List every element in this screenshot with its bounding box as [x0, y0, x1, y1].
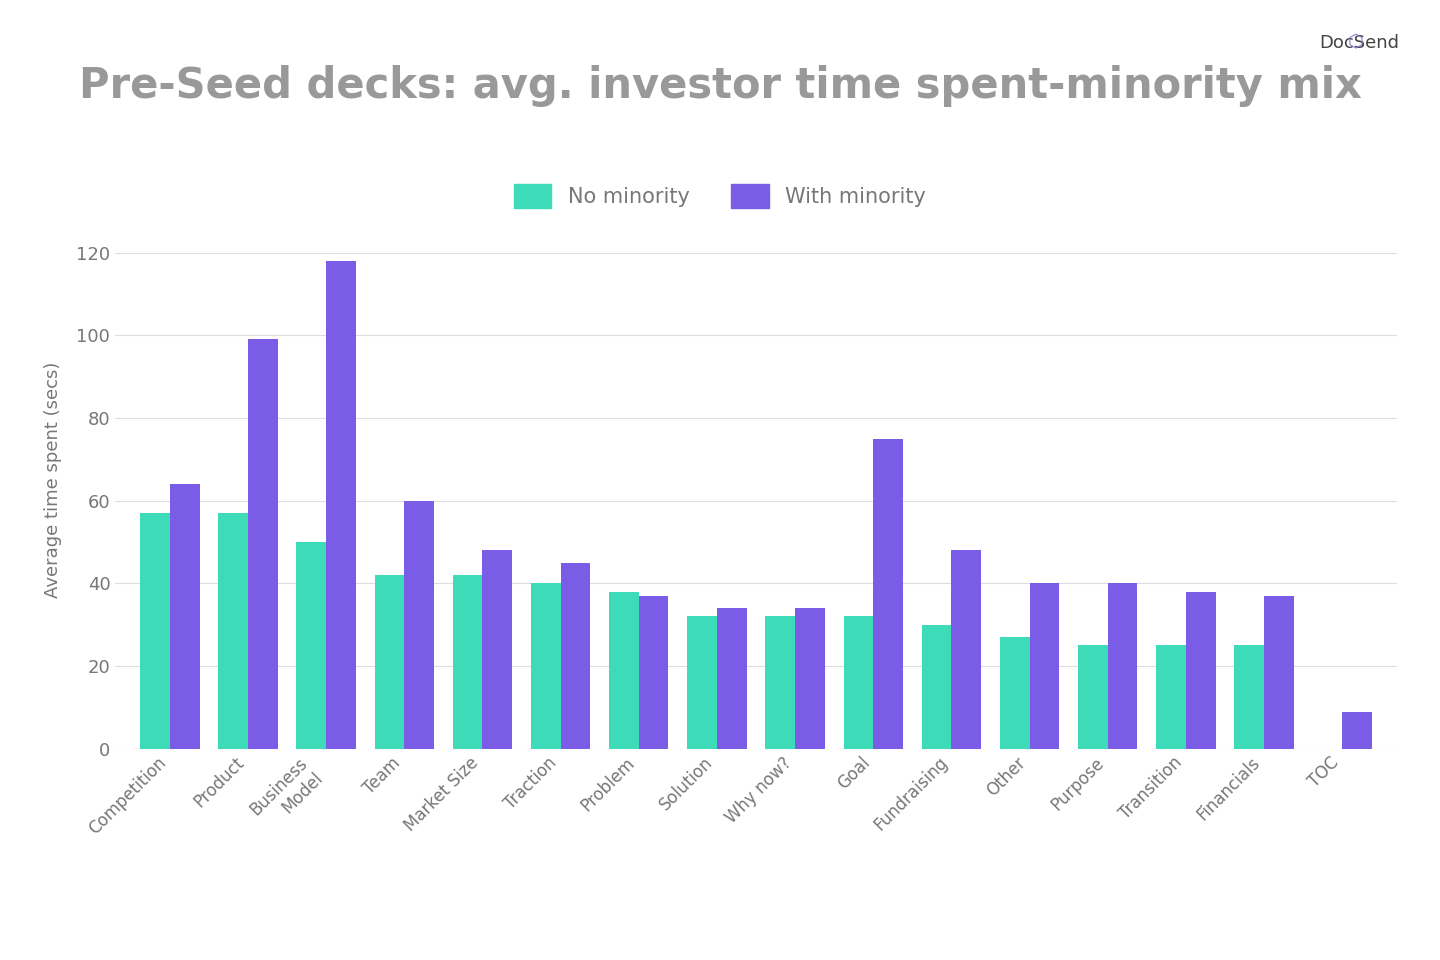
Bar: [687, 616, 717, 749]
Bar: [170, 484, 200, 749]
Bar: [717, 609, 746, 749]
Bar: [1342, 711, 1372, 749]
Bar: [219, 513, 248, 749]
Bar: [374, 575, 405, 749]
Bar: [1156, 645, 1185, 749]
Bar: [140, 513, 170, 749]
Legend: No minority, With minority: No minority, With minority: [503, 174, 937, 219]
Bar: [1185, 591, 1215, 749]
Text: ⬡: ⬡: [1348, 34, 1364, 52]
Bar: [248, 340, 278, 749]
Bar: [1234, 645, 1264, 749]
Bar: [1107, 584, 1138, 749]
Bar: [297, 542, 327, 749]
Bar: [452, 575, 482, 749]
Bar: [327, 261, 356, 749]
Bar: [766, 616, 795, 749]
Y-axis label: Average time spent (secs): Average time spent (secs): [45, 362, 62, 598]
Bar: [1079, 645, 1107, 749]
Bar: [609, 591, 639, 749]
Bar: [1264, 596, 1293, 749]
Bar: [952, 550, 981, 749]
Bar: [531, 584, 560, 749]
Bar: [482, 550, 513, 749]
Bar: [405, 501, 433, 749]
Bar: [999, 637, 1030, 749]
Bar: [639, 596, 668, 749]
Bar: [795, 609, 825, 749]
Text: DocSend: DocSend: [1319, 34, 1400, 52]
Bar: [922, 625, 952, 749]
Bar: [844, 616, 873, 749]
Text: Pre-Seed decks: avg. investor time spent-minority mix: Pre-Seed decks: avg. investor time spent…: [79, 65, 1361, 108]
Bar: [560, 563, 590, 749]
Bar: [873, 439, 903, 749]
Bar: [1030, 584, 1060, 749]
